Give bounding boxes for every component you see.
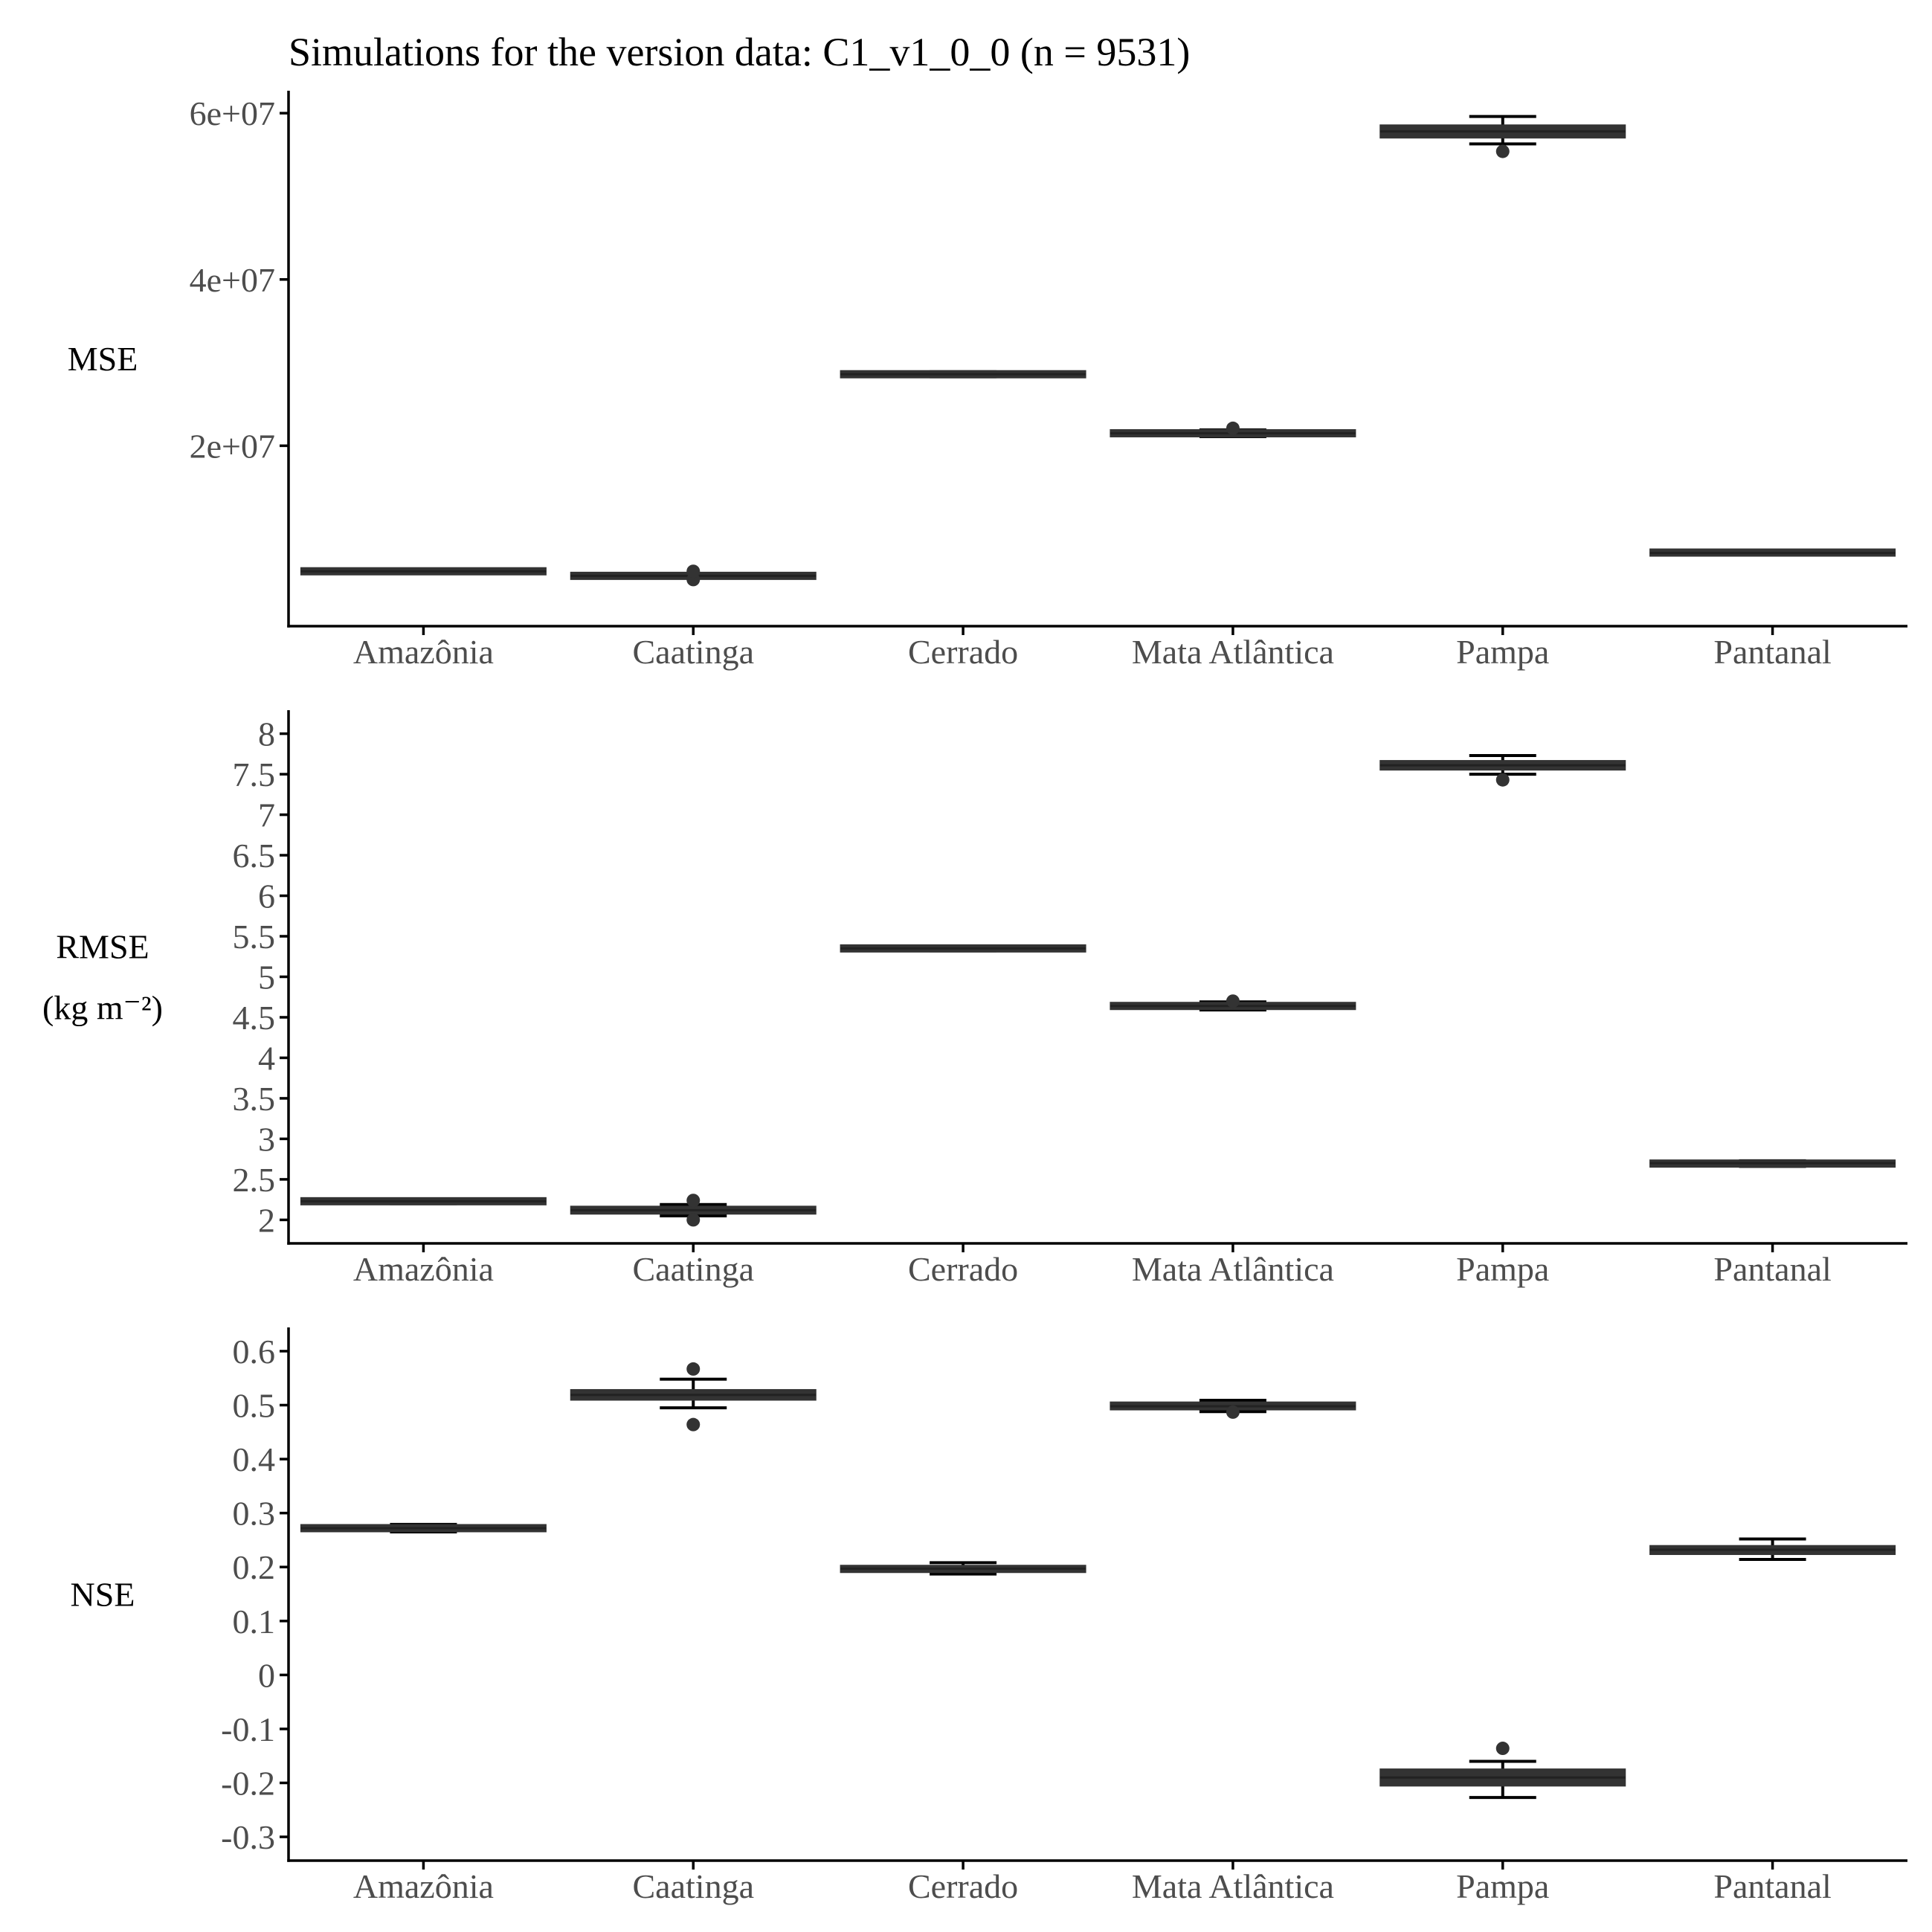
outlier-point (686, 1213, 701, 1227)
box-amaz-nia (300, 567, 547, 576)
y-axis-label: NSE (71, 1576, 135, 1614)
outlier-point (1226, 1405, 1240, 1419)
box-pampa (1379, 115, 1626, 158)
x-tick-label: Caatinga (633, 1250, 755, 1288)
box-cerrado (840, 944, 1086, 953)
x-tick-label: Amazônia (353, 1867, 494, 1905)
y-axis-label: (kg m⁻²) (42, 989, 163, 1027)
x-tick-label: Pantanal (1713, 1250, 1831, 1288)
x-tick-label: Mata Atlântica (1132, 633, 1334, 671)
box-mata-atl-ntica (1110, 994, 1356, 1012)
panel-2: 22.533.544.555.566.577.58 RMSE (kg m⁻²) Ama… (42, 710, 1907, 1288)
y-tick-label: -0.2 (221, 1764, 275, 1802)
x-tick-label: Caatinga (633, 633, 755, 671)
x-tick-label: Pantanal (1713, 633, 1831, 671)
box-caatinga (570, 1362, 817, 1432)
box-pantanal (1649, 548, 1896, 557)
y-tick-label: 4e+07 (190, 261, 275, 299)
y-tick-label: 0.6 (233, 1333, 276, 1371)
y-tick-label: 6 (258, 878, 275, 915)
y-tick-label: 5.5 (233, 918, 276, 956)
box-amaz-nia (300, 1522, 547, 1534)
panels: 2e+07 4e+07 6e+07 MSE Amazônia Caatinga Cerrad… (42, 91, 1907, 1905)
x-tick-label: Mata Atlântica (1132, 1867, 1334, 1905)
outlier-point (686, 564, 701, 579)
figure-title: Simulations for the version data: C1_v1_… (289, 30, 1190, 74)
x-tick-label: Cerrado (908, 633, 1018, 671)
y-tick-label: 5 (258, 959, 275, 996)
x-tick-label: Cerrado (908, 1250, 1018, 1288)
outlier-point (1495, 1742, 1510, 1756)
x-tick-label: Cerrado (908, 1867, 1018, 1905)
outlier-point (1226, 421, 1240, 435)
y-tick-label: 7 (258, 796, 275, 834)
x-tick-label: Pampa (1456, 1250, 1549, 1288)
y-tick-label: 3 (258, 1120, 275, 1158)
box-cerrado (840, 1561, 1086, 1576)
y-tick-label: 0.5 (233, 1387, 276, 1425)
y-axis-label: MSE (68, 340, 138, 378)
outlier-point (1495, 773, 1510, 787)
box-cerrado (840, 370, 1086, 379)
outlier-point (1226, 994, 1240, 1008)
x-tick-label: Pampa (1456, 1867, 1549, 1905)
outlier-point (1495, 144, 1510, 158)
box-caatinga (570, 564, 817, 587)
y-tick-label: -0.1 (221, 1710, 275, 1748)
y-tick-label: 6e+07 (190, 94, 275, 132)
y-tick-label: 3.5 (233, 1080, 276, 1118)
outlier-point (686, 1362, 701, 1376)
y-tick-label: 2 (258, 1201, 275, 1239)
y-tick-label: 4.5 (233, 999, 276, 1037)
panel-1: 2e+07 4e+07 6e+07 MSE Amazônia Caatinga Cerrad… (68, 91, 1907, 671)
box-pantanal (1649, 1159, 1896, 1168)
y-tick-label: 0.3 (233, 1495, 276, 1533)
y-tick-label: 0.1 (233, 1603, 276, 1640)
panel-3: -0.3 -0.2 -0.1 0 0.1 0.2 0.3 0.4 0.5 0.6 NSE Amazôn… (71, 1327, 1907, 1905)
x-tick-label: Pampa (1456, 633, 1549, 671)
y-tick-label: 0.2 (233, 1548, 276, 1586)
y-tick-label: 7.5 (233, 756, 276, 793)
box-mata-atl-ntica (1110, 421, 1356, 439)
x-tick-label: Pantanal (1713, 1867, 1831, 1905)
x-tick-label: Caatinga (633, 1867, 755, 1905)
box-mata-atl-ntica (1110, 1398, 1356, 1419)
outlier-point (686, 1417, 701, 1432)
y-tick-label: -0.3 (221, 1818, 275, 1856)
box-pantanal (1649, 1537, 1896, 1562)
outlier-point (686, 1194, 701, 1208)
y-tick-label: 2e+07 (190, 427, 275, 465)
y-tick-label: 8 (258, 715, 275, 753)
box-pampa (1379, 1742, 1626, 1800)
y-axis-label: RMSE (56, 928, 149, 966)
box-amaz-nia (300, 1197, 547, 1205)
y-tick-label: 4 (258, 1039, 275, 1077)
y-tick-label: 0 (258, 1656, 275, 1694)
y-tick-label: 2.5 (233, 1161, 276, 1199)
x-tick-label: Amazônia (353, 1250, 494, 1288)
x-tick-label: Mata Atlântica (1132, 1250, 1334, 1288)
x-tick-label: Amazônia (353, 633, 494, 671)
y-tick-label: 6.5 (233, 837, 276, 875)
box-caatinga (570, 1194, 817, 1227)
box-pampa (1379, 754, 1626, 787)
y-tick-label: 0.4 (233, 1440, 276, 1478)
